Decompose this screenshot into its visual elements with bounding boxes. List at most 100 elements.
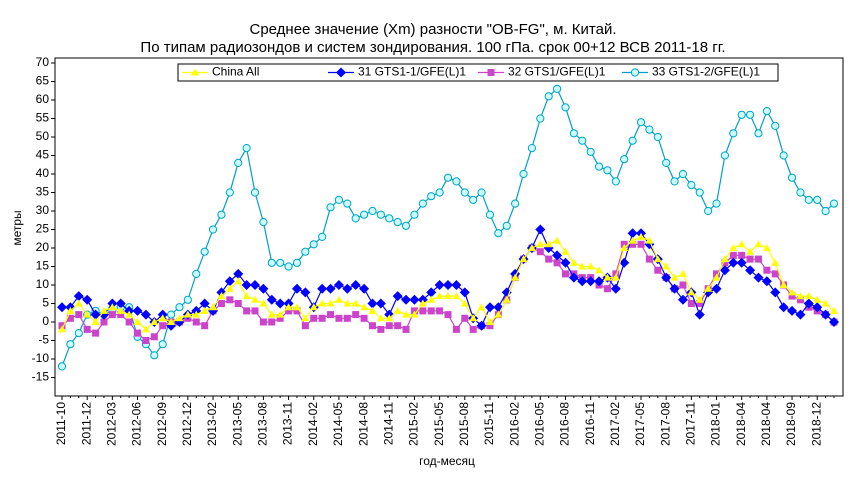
- marker: [552, 84, 562, 94]
- x-tick-label: 2018-01: [709, 402, 723, 446]
- marker: [670, 273, 679, 281]
- y-tick-label: 50: [36, 129, 50, 143]
- marker: [746, 255, 754, 263]
- marker: [544, 92, 553, 101]
- marker: [234, 300, 242, 307]
- marker: [687, 288, 696, 296]
- x-tick-label: 2011-12: [79, 402, 93, 445]
- marker: [620, 244, 629, 251]
- marker: [595, 266, 604, 274]
- marker: [217, 210, 226, 219]
- marker: [603, 273, 612, 281]
- marker: [485, 210, 495, 219]
- marker: [83, 310, 92, 318]
- marker: [729, 129, 738, 138]
- y-axis-label: метры: [10, 210, 24, 245]
- marker: [326, 299, 335, 307]
- marker: [813, 295, 822, 303]
- marker: [763, 266, 771, 274]
- marker: [333, 280, 344, 290]
- marker: [66, 306, 75, 314]
- marker: [561, 270, 569, 278]
- marker: [141, 325, 150, 333]
- y-tick-label: 0: [42, 314, 49, 328]
- marker: [678, 169, 688, 179]
- y-tick-label: 15: [36, 259, 50, 273]
- marker: [318, 299, 327, 307]
- marker: [251, 295, 259, 303]
- x-tick-label: 2014-02: [306, 402, 320, 446]
- marker: [368, 322, 376, 330]
- marker: [829, 199, 839, 208]
- marker: [738, 251, 746, 259]
- marker: [754, 255, 762, 263]
- marker: [91, 318, 100, 325]
- marker: [670, 177, 679, 186]
- x-tick-label: 2017-11: [684, 402, 698, 445]
- marker: [586, 262, 595, 270]
- marker: [99, 306, 108, 314]
- marker: [309, 240, 318, 249]
- marker: [736, 257, 747, 268]
- marker: [485, 318, 494, 325]
- marker: [753, 272, 764, 283]
- marker: [561, 247, 570, 255]
- marker: [276, 310, 285, 318]
- y-tick-label: 10: [36, 277, 50, 291]
- marker: [258, 283, 269, 294]
- marker: [436, 307, 444, 315]
- y-tick-label: 25: [36, 222, 50, 236]
- marker: [704, 284, 713, 292]
- marker: [619, 257, 630, 268]
- marker: [830, 306, 838, 314]
- marker: [561, 103, 570, 112]
- marker: [82, 294, 93, 305]
- marker: [225, 284, 234, 292]
- marker: [787, 173, 797, 182]
- marker: [334, 295, 343, 303]
- x-tick-label: 2013-05: [230, 402, 244, 446]
- marker: [318, 314, 326, 322]
- marker: [501, 287, 512, 298]
- marker: [737, 240, 746, 248]
- marker: [175, 314, 184, 322]
- marker: [729, 244, 738, 251]
- marker: [250, 188, 260, 197]
- marker: [435, 188, 444, 197]
- marker: [469, 314, 478, 322]
- y-tick-label: 70: [36, 55, 50, 69]
- marker: [679, 281, 687, 289]
- marker: [100, 318, 108, 326]
- marker: [812, 302, 823, 313]
- marker: [259, 318, 267, 326]
- marker: [560, 257, 571, 268]
- marker: [226, 296, 234, 304]
- marker: [527, 244, 536, 251]
- marker: [192, 269, 201, 278]
- marker: [821, 206, 830, 216]
- y-tick-label: 35: [36, 185, 50, 199]
- marker: [552, 250, 563, 261]
- legend-marker: [336, 67, 346, 78]
- marker: [166, 310, 176, 319]
- marker: [75, 311, 83, 319]
- marker: [484, 302, 495, 313]
- marker: [536, 114, 545, 123]
- y-tick-label: 20: [36, 240, 50, 254]
- marker: [611, 177, 620, 186]
- marker: [771, 270, 779, 278]
- marker: [696, 300, 704, 307]
- marker: [132, 305, 143, 316]
- marker: [150, 318, 159, 325]
- marker: [125, 318, 133, 326]
- marker: [645, 125, 654, 134]
- marker: [788, 288, 797, 296]
- marker: [494, 229, 503, 238]
- x-tick-label: 2015-11: [482, 402, 496, 445]
- marker: [368, 206, 377, 216]
- marker: [586, 147, 595, 156]
- marker: [511, 199, 520, 208]
- marker: [729, 251, 737, 259]
- marker: [712, 273, 721, 281]
- marker: [267, 310, 276, 318]
